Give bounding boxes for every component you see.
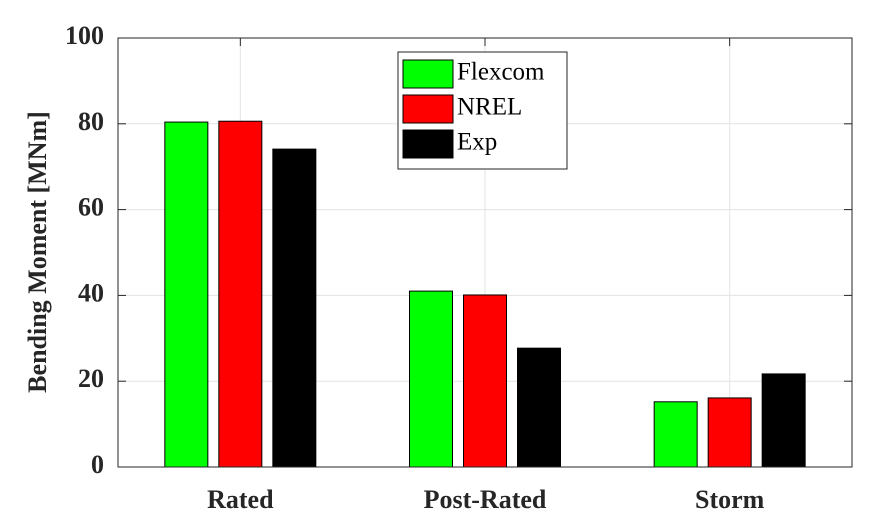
bar [272, 148, 317, 468]
legend-label: Exp [457, 129, 497, 156]
x-tick-label: Storm [695, 485, 765, 514]
bar [653, 401, 698, 468]
bar [164, 121, 209, 468]
x-tick-label: Rated [207, 485, 274, 514]
bar [463, 294, 507, 468]
y-tick-label: 20 [78, 364, 104, 393]
y-tick-label: 40 [78, 278, 104, 307]
y-axis-label: Bending Moment [MNm] [23, 111, 52, 393]
y-tick-label: 60 [78, 193, 104, 222]
x-tick-label: Post-Rated [424, 485, 547, 514]
y-tick-label: 80 [78, 107, 104, 136]
bar [218, 120, 263, 468]
bar [517, 347, 561, 468]
legend-swatch [402, 129, 454, 159]
legend-swatch [402, 94, 454, 124]
bar [409, 290, 453, 468]
bar [707, 397, 752, 468]
bar [761, 373, 806, 468]
legend-label: Flexcom [457, 59, 545, 86]
legend-label: NREL [457, 94, 522, 121]
plot-frame [117, 37, 853, 468]
y-tick-label: 0 [91, 450, 104, 479]
legend-swatch [402, 59, 454, 89]
y-tick-label: 100 [65, 21, 104, 50]
